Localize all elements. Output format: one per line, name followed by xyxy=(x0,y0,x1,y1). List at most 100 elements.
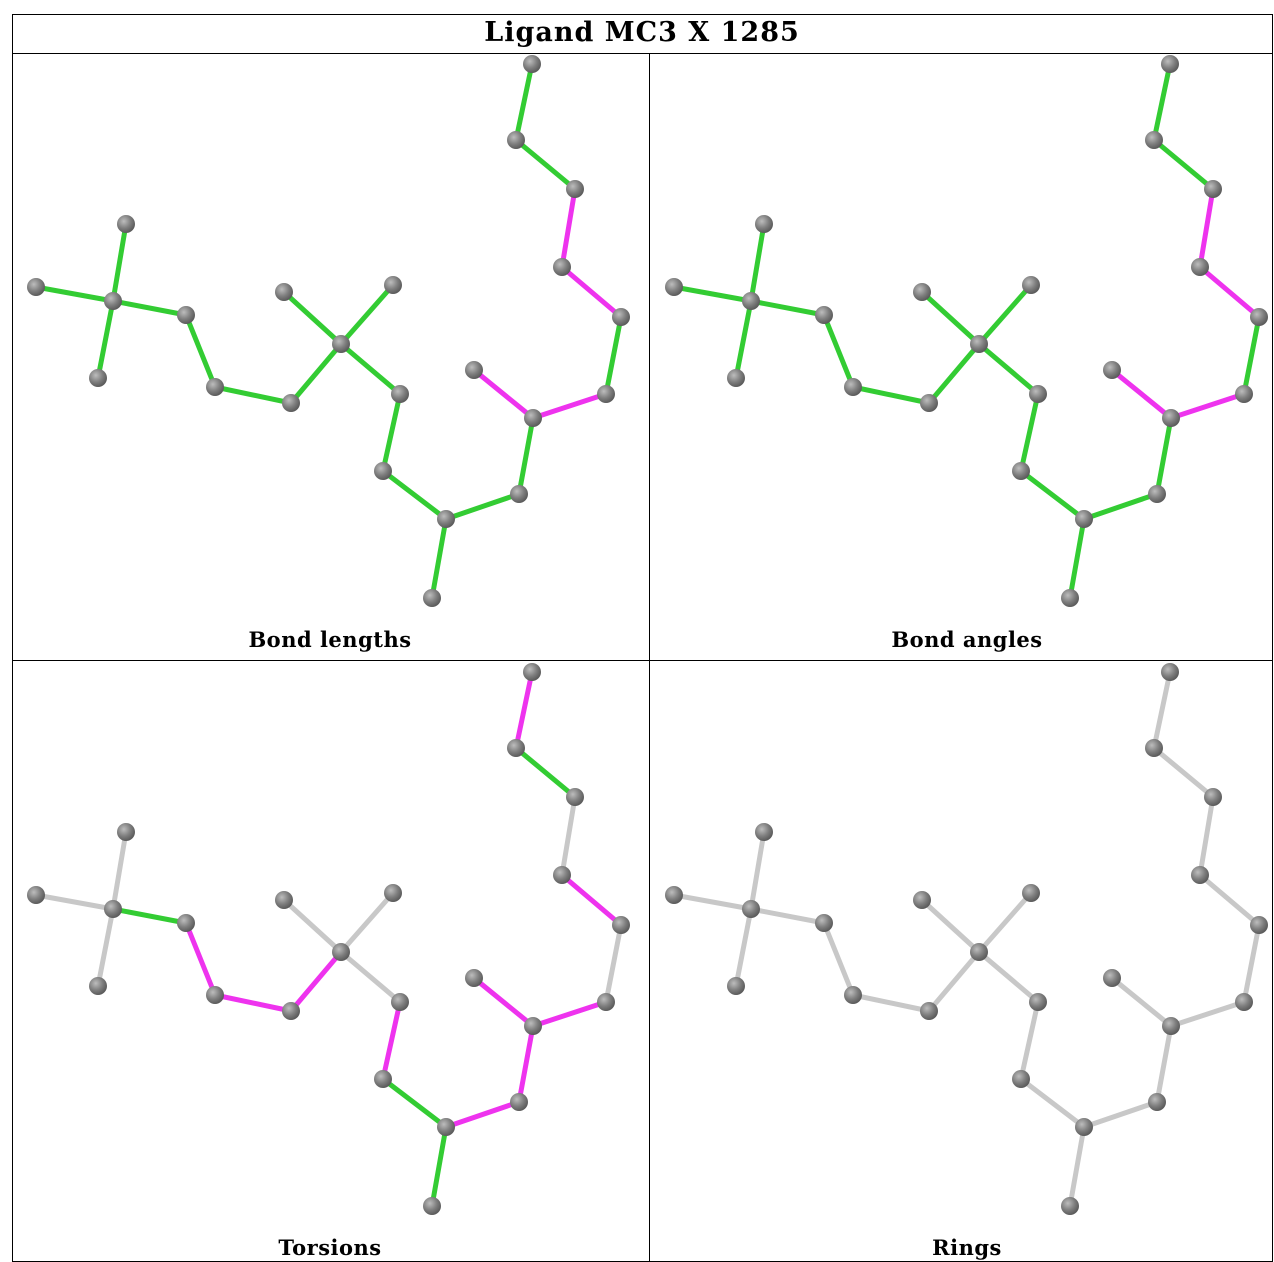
atom xyxy=(1012,462,1030,480)
atom xyxy=(117,215,135,233)
bond-green xyxy=(976,341,1041,397)
bond-magenta xyxy=(183,920,218,998)
atom xyxy=(206,378,224,396)
atom xyxy=(89,369,107,387)
atom xyxy=(524,1017,542,1035)
atom xyxy=(89,977,107,995)
bond-gray xyxy=(1168,999,1247,1029)
atom xyxy=(391,993,409,1011)
bond-magenta xyxy=(1109,367,1174,421)
bond-green xyxy=(671,284,754,304)
atom xyxy=(282,1002,300,1020)
panel-caption-bond-angles: Bond angles xyxy=(891,627,1043,652)
bond-green xyxy=(1241,314,1262,397)
bond-green xyxy=(380,1076,449,1130)
atom xyxy=(437,1118,455,1136)
atom xyxy=(27,886,45,904)
bond-green xyxy=(429,516,449,601)
atom xyxy=(177,914,195,932)
bond-green xyxy=(1154,415,1174,497)
atom xyxy=(727,369,745,387)
bond-green xyxy=(110,221,129,304)
bond-green xyxy=(33,284,116,304)
panel-caption-bond-lengths: Bond lengths xyxy=(248,627,412,652)
bond-gray xyxy=(1081,1099,1160,1130)
atom xyxy=(1148,1093,1166,1111)
bond-green xyxy=(976,282,1034,347)
bond-gray xyxy=(1197,794,1216,878)
bond-magenta xyxy=(559,264,624,320)
atom xyxy=(27,278,45,296)
bond-magenta xyxy=(1168,391,1247,421)
atom xyxy=(1029,993,1047,1011)
atom xyxy=(374,1070,392,1088)
bond-green xyxy=(338,341,403,397)
atom xyxy=(815,306,833,324)
bond-magenta xyxy=(288,949,344,1014)
bond-gray xyxy=(821,920,856,998)
bond-magenta xyxy=(471,367,536,421)
atom xyxy=(510,485,528,503)
bond-magenta xyxy=(559,186,578,270)
bond-gray xyxy=(919,897,982,955)
bond-green xyxy=(1018,468,1087,522)
bond-green xyxy=(1018,391,1041,474)
atom xyxy=(1103,969,1121,987)
bond-gray xyxy=(1154,1023,1174,1105)
panel-caption-rings: Rings xyxy=(932,1235,1002,1260)
atom xyxy=(391,385,409,403)
bond-magenta xyxy=(559,872,624,928)
atom xyxy=(465,361,483,379)
atom xyxy=(755,823,773,841)
bond-green xyxy=(919,289,982,347)
bond-green xyxy=(110,298,189,318)
atom xyxy=(727,977,745,995)
atom xyxy=(1075,510,1093,528)
bond-gray xyxy=(95,906,116,989)
bond-green xyxy=(183,312,218,390)
atom xyxy=(1235,385,1253,403)
bond-gray xyxy=(976,890,1034,955)
bond-gray xyxy=(671,892,754,912)
atom xyxy=(815,914,833,932)
atom xyxy=(332,335,350,353)
bond-gray xyxy=(1067,1124,1087,1209)
atom xyxy=(612,916,630,934)
atom xyxy=(384,276,402,294)
bond-magenta xyxy=(513,669,535,751)
atom xyxy=(920,1002,938,1020)
atom xyxy=(1161,663,1179,681)
atom xyxy=(844,986,862,1004)
atom xyxy=(423,589,441,607)
atom xyxy=(1204,180,1222,198)
bond-gray xyxy=(850,992,932,1014)
atom xyxy=(465,969,483,987)
bond-green xyxy=(380,391,403,474)
atom xyxy=(913,283,931,301)
bond-green xyxy=(212,384,294,406)
atom xyxy=(665,886,683,904)
bond-green xyxy=(429,1124,449,1209)
bond-green xyxy=(1151,61,1173,143)
bond-gray xyxy=(1197,872,1262,928)
bond-magenta xyxy=(1197,264,1262,320)
atom xyxy=(510,1093,528,1111)
bond-green xyxy=(516,415,536,497)
atom xyxy=(612,308,630,326)
bond-green xyxy=(281,289,344,347)
bond-green xyxy=(733,298,754,381)
panel-rings xyxy=(665,663,1268,1215)
atom xyxy=(282,394,300,412)
atom xyxy=(374,462,392,480)
bond-gray xyxy=(1241,922,1262,1005)
atom xyxy=(1061,589,1079,607)
atom xyxy=(275,283,293,301)
panel-caption-torsions: Torsions xyxy=(278,1235,382,1260)
atom xyxy=(1235,993,1253,1011)
bond-gray xyxy=(281,897,344,955)
panel-bond-lengths xyxy=(27,55,630,607)
bond-gray xyxy=(748,906,827,926)
bond-gray xyxy=(559,794,578,878)
figure-title: Ligand MC3 X 1285 xyxy=(484,17,800,48)
